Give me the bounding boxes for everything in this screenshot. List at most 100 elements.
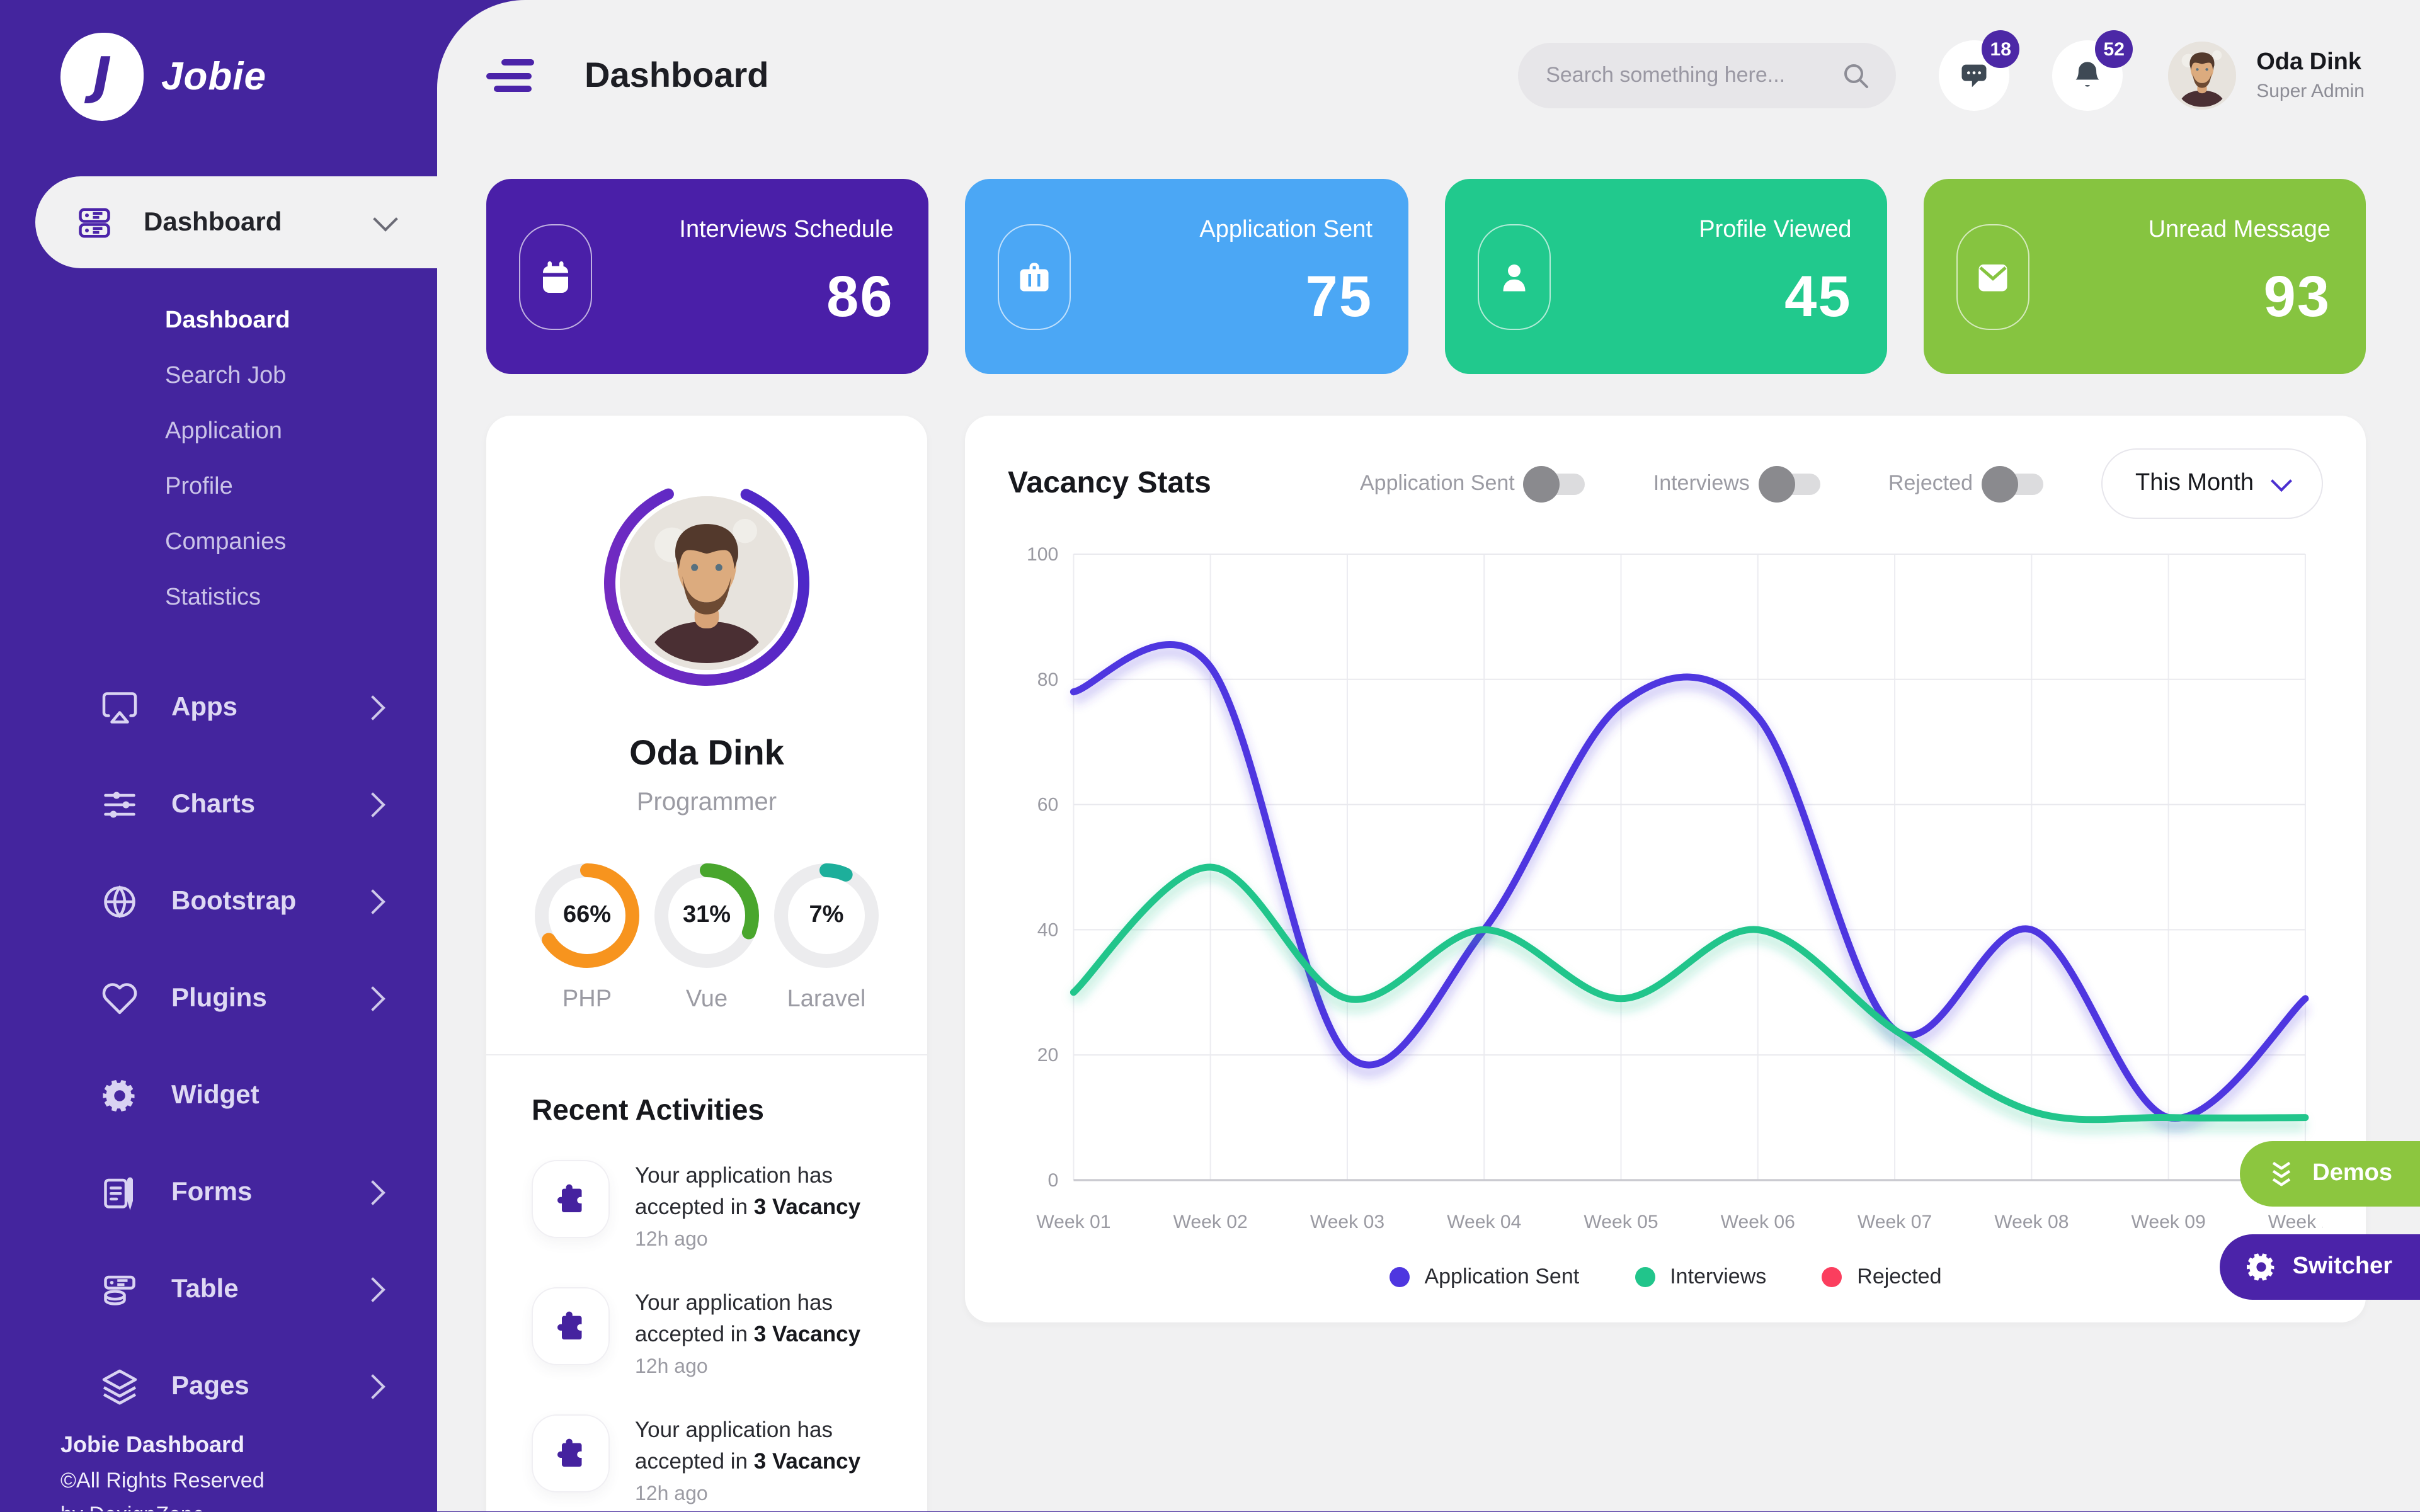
sidebar-item-label: Dashboard [144,207,282,236]
brand[interactable]: J Jobie [0,0,437,121]
sidebar-item-table[interactable]: Table [0,1241,437,1338]
puzzle-icon [532,1414,610,1492]
mail-icon [1956,224,2029,330]
stat-label: Application Sent [1199,217,1373,243]
notifications-badge: 52 [2095,30,2133,68]
search-box[interactable] [1518,43,1897,108]
chevron-right-icon [360,889,385,914]
sidebar-subitem-search-job[interactable]: Search Job [165,363,287,389]
legend-dot [1822,1267,1842,1287]
sidebar-item-plugins[interactable]: Plugins [0,950,437,1047]
stat-card-application-sent[interactable]: Application Sent 75 [965,179,1408,374]
stat-label: Profile Viewed [1699,217,1852,243]
skill-laravel: 7% Laravel [768,860,884,1014]
skill-vue: 31% Vue [649,860,765,1014]
sidebar-item-charts[interactable]: Charts [0,756,437,853]
stat-value: 93 [2263,263,2331,329]
brand-logo-icon: J [60,33,144,121]
sidebar-subitem-application[interactable]: Application [165,418,282,445]
bell-icon [2071,59,2104,92]
skill-label: PHP [562,986,612,1013]
page-title: Dashboard [585,55,769,94]
activity-item[interactable]: Your application has accepted in 3 Vacan… [517,1262,897,1389]
puzzle-icon [532,1160,610,1238]
stat-card-profile-viewed[interactable]: Profile Viewed 45 [1444,179,1887,374]
legend-dot [1389,1267,1410,1287]
sidebar-item-label: Forms [171,1177,253,1206]
activity-time: 12h ago [635,1356,708,1378]
user-role: Super Admin [2256,81,2365,102]
stat-cards-row: Interviews Schedule 86 Application Sent 75 P… [486,179,2366,374]
search-input[interactable] [1546,63,1841,88]
toggle-application-sent[interactable]: Application Sent [1360,465,1585,502]
recent-activities-title: Recent Activities [532,1093,764,1126]
stat-value: 86 [826,263,894,329]
series-line-application-sent [1070,641,2309,1122]
legend-rejected[interactable]: Rejected [1822,1265,1942,1290]
demos-button[interactable]: Demos [2239,1141,2420,1207]
chat-icon [1958,59,1990,92]
period-dropdown[interactable]: This Month [2101,448,2323,519]
activity-item[interactable]: Your application has accepted in 3 Vacan… [517,1135,897,1262]
heart-icon [101,979,139,1017]
sidebar-item-label: Widget [171,1080,260,1109]
footer-line1: Jobie Dashboard [60,1431,245,1457]
sidebar-item-apps[interactable]: Apps [0,659,437,756]
globe-icon [101,882,139,920]
chevron-right-icon [360,695,385,720]
svg-text:Week 02: Week 02 [1173,1212,1248,1232]
legend-label: Application Sent [1424,1265,1580,1288]
sidebar-item-bootstrap[interactable]: Bootstrap [0,853,437,950]
switcher-button[interactable]: Switcher [2219,1234,2420,1300]
stat-card-unread-message[interactable]: Unread Message 93 [1923,179,2366,374]
sidebar-subitem-profile[interactable]: Profile [165,474,233,500]
chevron-right-icon [360,792,385,817]
profile-card: Oda Dink Programmer 66% PHP 31% Vue 7% Larave… [486,416,927,1511]
sidebar-item-widget[interactable]: Widget [0,1047,437,1144]
hamburger-menu-icon[interactable] [486,57,534,94]
messages-button[interactable]: 18 [1939,30,2020,111]
toggle-switch[interactable] [1982,465,2044,502]
recent-activities-list: Your application has accepted in 3 Vacan… [517,1135,897,1511]
stat-label: Unread Message [2148,217,2331,243]
svg-text:Week 04: Week 04 [1447,1212,1521,1232]
sidebar-menu: Apps Charts Bootstrap Plugins Widget Forms Tab… [0,659,437,1435]
sidebar-subitem-statistics[interactable]: Statistics [165,584,261,611]
svg-text:Week 09: Week 09 [2131,1212,2205,1232]
toggle-switch[interactable] [1523,465,1585,502]
vacancy-stats-title: Vacancy Stats [1008,466,1211,500]
stat-card-interviews-schedule[interactable]: Interviews Schedule 86 [486,179,929,374]
search-icon[interactable] [1841,60,1871,91]
toggle-switch[interactable] [1758,465,1820,502]
svg-text:Week 05: Week 05 [1584,1212,1658,1232]
user-menu[interactable]: Oda Dink Super Admin [2168,42,2365,110]
skill-donut: 7% [771,860,882,971]
airplay-icon [101,688,139,726]
series-line-interviews [1070,863,2309,1123]
stack-icon [2264,1157,2297,1190]
svg-text:40: 40 [1037,919,1058,940]
notifications-button[interactable]: 52 [2052,30,2133,111]
legend-application-sent[interactable]: Application Sent [1389,1265,1579,1290]
sidebar-subitem-dashboard[interactable]: Dashboard [165,307,290,334]
skill-php: 66% PHP [529,860,645,1014]
toggle-rejected[interactable]: Rejected [1888,465,2044,502]
form-icon [101,1173,139,1211]
legend-interviews[interactable]: Interviews [1635,1265,1766,1290]
svg-text:Week 03: Week 03 [1310,1212,1384,1232]
main-area: Dashboard 18 52 Oda Dink Super Admin [437,0,2420,1511]
sidebar-item-dashboard[interactable]: Dashboard [35,176,437,268]
legend-label: Rejected [1857,1265,1942,1288]
sidebar-item-forms[interactable]: Forms [0,1144,437,1241]
footer-line3: by DexignZone [60,1498,265,1511]
activity-time: 12h ago [635,1229,708,1251]
sidebar-item-pages[interactable]: Pages [0,1338,437,1435]
toggle-interviews[interactable]: Interviews [1653,465,1820,502]
svg-text:0: 0 [1048,1170,1059,1191]
profile-avatar [620,496,794,670]
svg-text:100: 100 [1027,544,1058,565]
sidebar-subitem-companies[interactable]: Companies [165,529,287,555]
chart-legend: Application Sent Interviews Rejected [1008,1265,2323,1290]
activity-item[interactable]: Your application has accepted in 3 Vacan… [517,1389,897,1511]
